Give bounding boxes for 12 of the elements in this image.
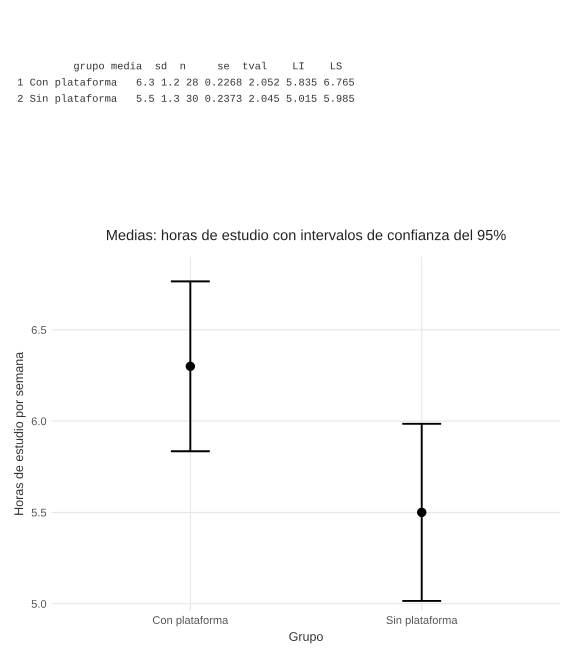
y-axis-title: Horas de estudio por semana: [14, 352, 26, 515]
chart-title: Medias: horas de estudio con intervalos de confianza del 95%: [106, 230, 506, 240]
x-axis-title: Grupo: [289, 632, 323, 644]
x-tick-label: Con plataforma: [152, 616, 228, 626]
text: 1 Con plataforma 6.3 1.2 28 0.2268 2.052 5.835 6.765: [18, 78, 354, 88]
text: 5.0: [32, 600, 46, 608]
x-tick-label: Sin plataforma: [386, 616, 458, 626]
y-tick-label: 5.5: [32, 508, 46, 517]
text: 2 Sin plataforma 5.5 1.3 30 0.2373 2.045 5.015 5.985: [18, 94, 354, 104]
y-tick-label: 6.5: [32, 326, 46, 334]
text: 6.0: [32, 417, 46, 426]
text: grupo media sd n se tval LI LS: [74, 62, 342, 72]
